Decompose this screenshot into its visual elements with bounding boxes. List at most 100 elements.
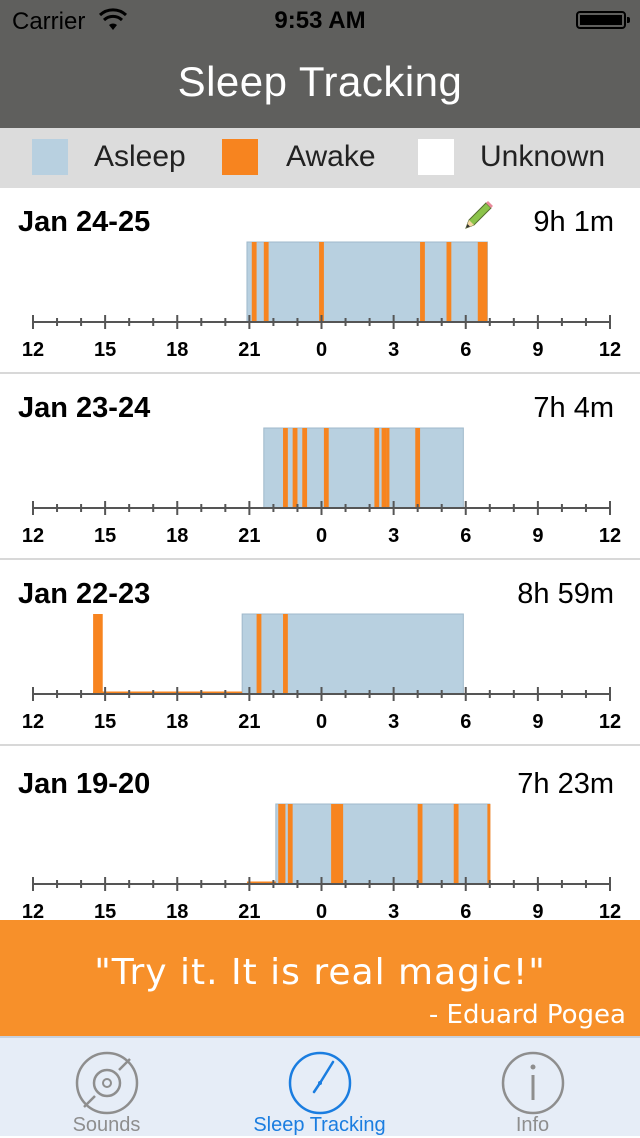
tick-label: 0 [316,901,327,920]
tab-sounds[interactable]: Sounds [0,1038,213,1138]
awake-segment [278,804,286,884]
pencil-icon[interactable] [460,198,496,234]
tab-info[interactable]: Info [426,1038,639,1138]
row-separator [0,372,640,374]
tick-label: 0 [316,525,327,547]
tick-label: 18 [166,525,188,547]
day-date: Jan 24-25 [18,206,151,238]
legend-swatch-asleep [32,139,68,175]
tick-label: 6 [460,901,471,920]
sleep-timeline-chart: 12 15 18 21 0 3 6 9 12 [22,241,621,361]
tick-label: 12 [22,901,44,920]
tick-label: 15 [94,339,116,361]
tick-label: 18 [166,901,188,920]
tab-bar: Sounds Sleep Tracking Info [0,1036,640,1136]
tick-label: 21 [238,339,260,361]
legend-swatch-unknown [418,139,454,175]
tab-label: Sleep Tracking [253,1114,386,1136]
tick-label: 12 [599,711,621,733]
awake-segment [446,242,452,322]
awake-segment [477,242,488,322]
tick-label: 21 [238,525,260,547]
sleep-timeline-chart: 12 15 18 21 0 3 6 9 12 [22,803,621,920]
tab-sleep-tracking[interactable]: Sleep Tracking [213,1038,426,1138]
row-separator [0,558,640,560]
wifi-icon [98,8,128,30]
tick-label: 21 [238,901,260,920]
sleep-day-row[interactable]: 12 15 18 21 0 3 6 9 12 Jan 22-23 8h 59m [0,560,640,746]
sleep-day-row[interactable]: 12 15 18 21 0 3 6 9 12 Jan 24-25 9h 1m [0,188,640,374]
asleep-segment [246,241,488,323]
awake-segment [251,242,257,322]
tick-label: 6 [460,339,471,361]
tick-label: 3 [388,339,399,361]
sleep-timeline-chart: 12 15 18 21 0 3 6 9 12 [22,427,621,547]
tick-label: 12 [599,525,621,547]
tick-label: 9 [532,901,543,920]
legend-label-awake: Awake [286,140,376,173]
asleep-segment [241,613,464,695]
awake-segment [292,428,298,508]
tick-label: 3 [388,711,399,733]
awake-segment [487,804,491,884]
tick-label: 3 [388,525,399,547]
clock-time: 9:53 AM [274,7,366,34]
tick-label: 0 [316,339,327,361]
tick-label: 6 [460,525,471,547]
status-bar: Carrier 9:53 AM [0,0,640,40]
tick-label: 18 [166,711,188,733]
legend-label-unknown: Unknown [480,140,606,173]
sleep-list[interactable]: 12 15 18 21 0 3 6 9 12 Jan 24-25 9h 1m 12 15 18 21 0… [0,188,640,920]
battery-icon [576,11,630,29]
tick-label: 12 [599,901,621,920]
tick-label: 15 [94,525,116,547]
legend-label-asleep: Asleep [94,140,186,173]
tick-label: 12 [22,711,44,733]
awake-segment [263,242,269,322]
tick-label: 12 [599,339,621,361]
awake-segment [319,242,324,322]
row-separator [0,744,640,746]
quote-text: "Try it. It is real magic!" [94,952,546,993]
tab-label: Info [515,1114,550,1136]
awake-segment [287,804,293,884]
sleep-timeline-chart: 12 15 18 21 0 3 6 9 12 [22,613,621,733]
tab-label: Sounds [72,1114,141,1136]
tick-label: 9 [532,711,543,733]
day-date: Jan 19-20 [18,768,151,800]
day-date: Jan 23-24 [18,392,151,424]
sleep-duration: 7h 23m [517,768,614,800]
tick-label: 21 [238,711,260,733]
sleep-duration: 7h 4m [533,392,614,424]
tick-label: 0 [316,711,327,733]
awake-segment [420,242,425,322]
awake-segment [323,428,329,508]
day-date: Jan 22-23 [18,578,151,610]
navigation-bar: Sleep Tracking [0,40,640,128]
page-title: Sleep Tracking [177,58,463,105]
disc-icon [75,1051,139,1115]
sleep-day-row[interactable]: 12 15 18 21 0 3 6 9 12 Jan 19-20 7h 23m [0,750,640,920]
carrier-label: Carrier [12,8,86,35]
tick-label: 6 [460,711,471,733]
awake-segment [256,614,262,694]
sleep-duration: 8h 59m [517,578,614,610]
legend: Asleep Awake Unknown [0,128,640,188]
awake-segment [374,428,380,508]
tick-label: 15 [94,901,116,920]
quote-author: - Eduard Pogea [428,1000,626,1030]
clock-icon [288,1051,352,1115]
sleep-day-row[interactable]: 12 15 18 21 0 3 6 9 12 Jan 23-24 7h 4m [0,374,640,560]
awake-segment [381,428,387,508]
awake-segment [331,804,344,884]
tick-label: 3 [388,901,399,920]
sleep-duration: 9h 1m [533,206,614,238]
tick-label: 9 [532,339,543,361]
awake-segment [302,428,308,508]
awake-segment [453,804,459,884]
awake-segment [415,428,421,508]
legend-swatch-awake [222,139,258,175]
tick-label: 18 [166,339,188,361]
awake-segment [93,614,103,694]
tick-label: 12 [22,525,44,547]
